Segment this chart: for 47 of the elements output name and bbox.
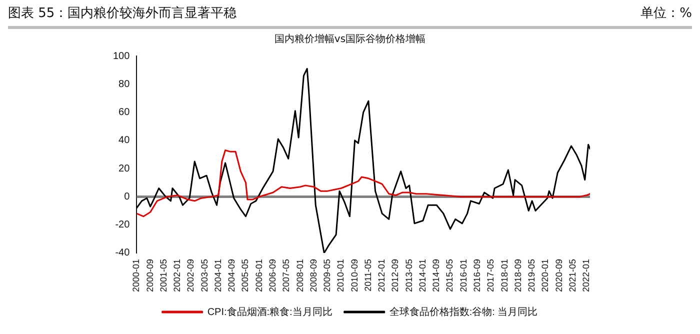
- x-tick-label: 2015-05: [444, 258, 455, 292]
- x-tick-label: 2002-01: [172, 258, 182, 292]
- x-tick-label: 2018-01: [499, 258, 510, 292]
- x-tick-label: 2017-05: [486, 258, 496, 292]
- x-tick-label: 2020-09: [554, 258, 564, 292]
- legend-label: CPI:食品烟酒:粮食:当月同比: [207, 306, 332, 318]
- x-tick-label: 2011-05: [362, 258, 373, 292]
- x-tick-label: 2002-09: [186, 258, 196, 292]
- legend-label: 全球食品价格指数:谷物: 当月同比: [389, 306, 538, 318]
- x-tick-label: 2004-09: [226, 258, 237, 292]
- y-tick-label: 40: [118, 135, 130, 146]
- x-tick-label: 2000-01: [131, 258, 142, 292]
- y-tick-label: 0: [124, 191, 130, 202]
- x-tick-label: 2001-05: [158, 258, 168, 292]
- x-tick-label: 2012-01: [376, 258, 387, 292]
- x-tick-label: 2014-01: [417, 258, 428, 292]
- chart-title: 图表 55：国内粮价较海外而言显著平稳: [8, 5, 237, 22]
- chart-subtitle: 国内粮价增幅vs国际谷物价格增幅: [273, 33, 427, 47]
- x-tick-label: 2021-05: [567, 258, 578, 292]
- x-tick-label: 2008-01: [294, 258, 305, 292]
- x-tick-label: 2016-09: [472, 258, 482, 292]
- x-tick-label: 2022-01: [581, 258, 592, 292]
- x-tick-label: 2007-05: [281, 258, 292, 292]
- y-tick-label: 100: [112, 50, 130, 62]
- x-tick-label: 2010-09: [349, 258, 360, 292]
- x-tick-label: 2000-09: [144, 258, 155, 292]
- x-tick-label: 2018-09: [512, 258, 523, 292]
- x-tick-label: 2006-01: [254, 258, 264, 292]
- x-tick-label: 2020-01: [540, 258, 550, 292]
- y-tick-label: 60: [118, 107, 130, 118]
- x-tick-label: 2016-01: [458, 258, 468, 292]
- x-tick-label: 2004-01: [212, 258, 223, 292]
- x-tick-label: 2005-05: [240, 258, 250, 292]
- x-tick-label: 2012-09: [390, 258, 400, 292]
- x-tick-label: 2003-05: [199, 258, 210, 292]
- x-tick-label: 2013-05: [404, 258, 414, 292]
- y-tick-label: -40: [115, 248, 130, 259]
- x-tick-label: 2008-09: [308, 258, 318, 292]
- x-tick-label: 2014-09: [431, 258, 442, 292]
- x-tick-label: 2010-01: [336, 258, 346, 292]
- x-tick-label: 2009-05: [322, 258, 332, 292]
- y-tick-label: 80: [118, 78, 130, 90]
- y-tick-label: -20: [115, 220, 130, 231]
- x-tick-label: 2019-05: [526, 258, 537, 292]
- x-tick-label: 2006-09: [268, 258, 278, 292]
- text: 单位：%: [640, 5, 692, 22]
- y-tick-label: 20: [118, 163, 130, 174]
